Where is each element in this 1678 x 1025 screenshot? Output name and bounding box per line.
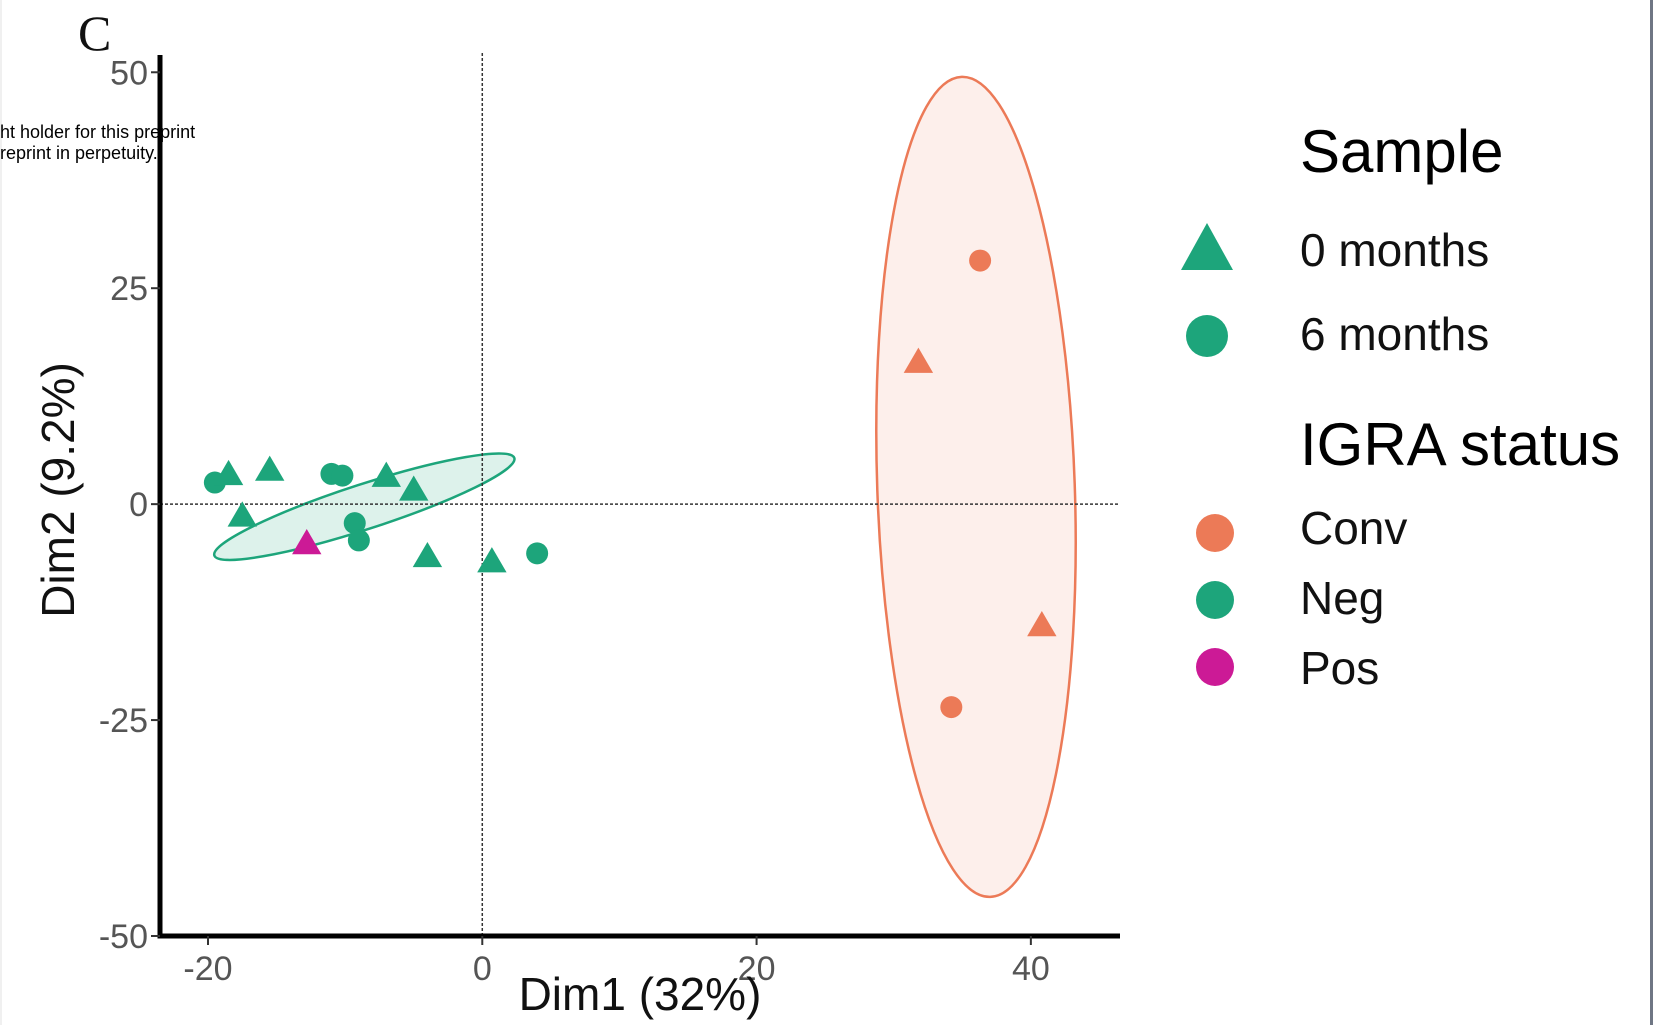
legend-sample-title: Sample xyxy=(1300,118,1503,185)
x-axis-title: Dim1 (32%) xyxy=(519,968,762,1020)
reference-lines xyxy=(160,53,1120,936)
legend-neg-swatch-icon xyxy=(1196,581,1234,619)
x-tick-label: 0 xyxy=(473,950,492,988)
panel-letter: C xyxy=(78,5,111,61)
data-point-circle-9 xyxy=(347,529,370,552)
legend-pos-label: Pos xyxy=(1300,642,1379,694)
axes: -20 0 20 40 -50 -25 0 25 50 xyxy=(99,54,1120,988)
left-edge-line xyxy=(0,0,2,1025)
legend-pos-swatch-icon xyxy=(1196,648,1234,686)
data-point-triangle-15 xyxy=(903,347,934,373)
ellipse-layer xyxy=(212,75,1077,899)
legend-conv-swatch-icon xyxy=(1196,514,1234,552)
data-point-triangle-16 xyxy=(1027,611,1057,637)
legend: Sample 0 months 6 months IGRA status Con… xyxy=(1181,118,1620,694)
data-point-triangle-1 xyxy=(213,459,244,486)
data-point-triangle-10 xyxy=(412,541,443,568)
points-layer xyxy=(203,249,1057,719)
confidence-ellipse-neg xyxy=(212,452,516,562)
legend-neg-label: Neg xyxy=(1300,572,1384,624)
confidence-ellipse-conv xyxy=(875,75,1077,899)
x-tick-label: -20 xyxy=(183,950,232,988)
legend-igra-title: IGRA status xyxy=(1300,411,1620,478)
y-axis-title: Dim2 (9.2%) xyxy=(32,362,84,618)
data-point-triangle-3 xyxy=(227,501,257,527)
legend-sample-0-label: 0 months xyxy=(1300,224,1489,276)
legend-triangle-icon xyxy=(1181,223,1233,270)
data-point-circle-14 xyxy=(969,249,992,272)
y-tick-label: -50 xyxy=(99,918,148,956)
data-point-circle-8 xyxy=(343,512,366,535)
data-point-triangle-2 xyxy=(255,455,285,481)
y-tick-label: 0 xyxy=(129,486,148,524)
legend-circle-icon xyxy=(1186,315,1228,357)
legend-conv-label: Conv xyxy=(1300,502,1407,554)
legend-sample-1-label: 6 months xyxy=(1300,308,1489,360)
x-tick-label: 40 xyxy=(1012,950,1050,988)
y-tick-label: -25 xyxy=(99,702,148,740)
x-tick-label: 20 xyxy=(738,950,776,988)
data-point-triangle-13 xyxy=(292,529,322,555)
data-point-triangle-7 xyxy=(399,475,429,501)
data-point-circle-5 xyxy=(331,464,354,487)
watermark-line-1: ht holder for this preprint xyxy=(0,122,195,142)
y-tick-label: 50 xyxy=(110,54,148,92)
right-border-line xyxy=(1650,0,1653,1025)
data-point-triangle-11 xyxy=(477,547,507,573)
data-point-circle-12 xyxy=(526,542,549,565)
watermark-line-2: reprint in perpetuity. xyxy=(0,143,158,163)
plot-area: -20 0 20 40 -50 -25 0 25 50 xyxy=(99,53,1120,988)
data-point-triangle-6 xyxy=(371,461,401,487)
y-tick-label: 25 xyxy=(110,270,148,308)
data-point-circle-17 xyxy=(940,696,963,719)
